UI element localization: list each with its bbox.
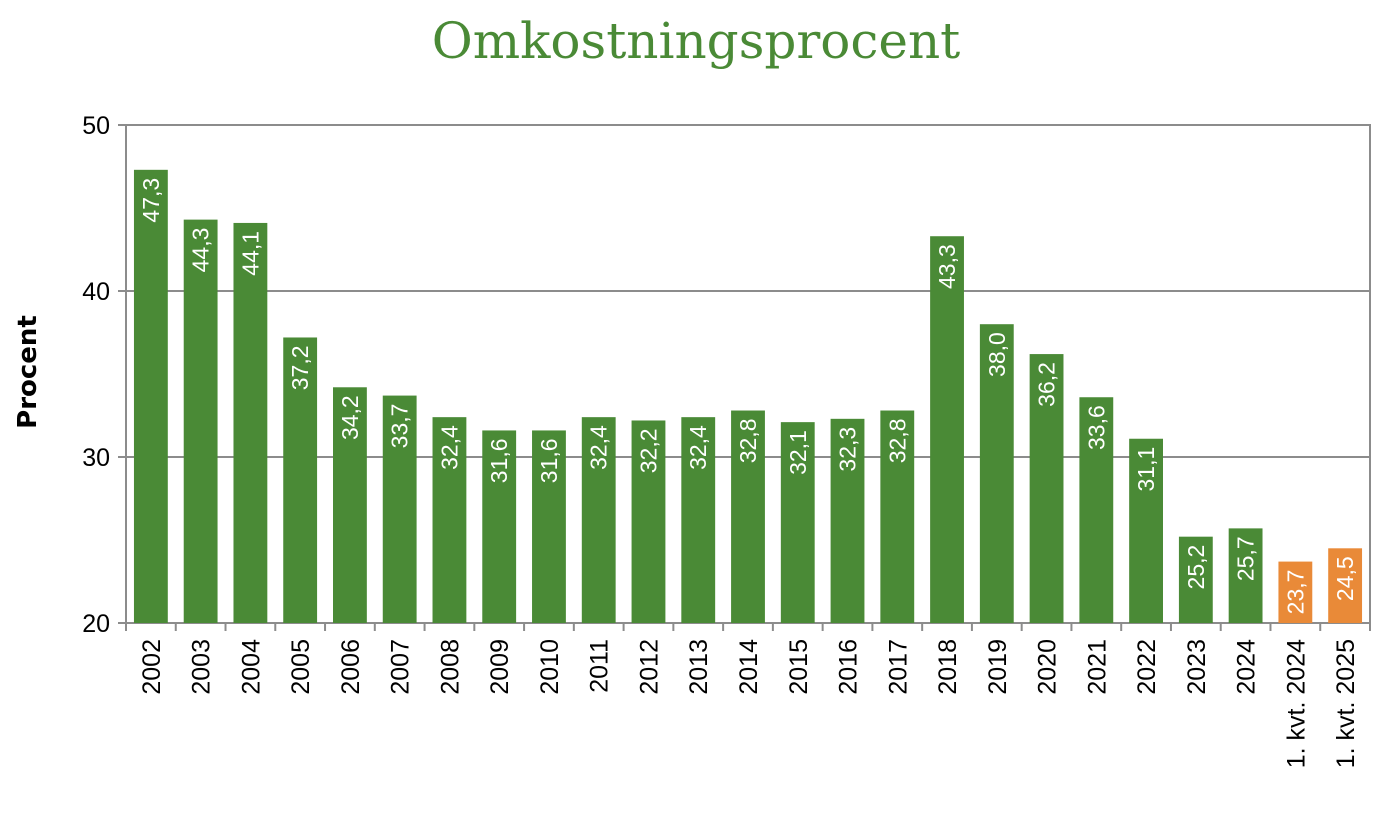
data-label: 33,7 [387,404,413,449]
y-axis-ticks: 20 30 40 50 [82,112,110,638]
bar-2018 [930,236,964,623]
bar-2004 [233,222,268,623]
data-label: 32,8 [735,419,761,464]
x-tick-label: 2014 [735,639,763,695]
x-tick-label: 2022 [1133,639,1161,695]
bar-2010 [532,430,566,623]
x-tick-label: 2010 [536,639,564,695]
bar-2013 [681,417,716,623]
y-tick-label: 50 [82,112,110,140]
x-tick-label: 2024 [1233,639,1261,695]
x-tick-label: 2011 [586,639,614,693]
x-tick-label: 1. kvt. 2025 [1332,639,1360,768]
x-tick-label: 1. kvt. 2024 [1282,639,1310,768]
data-label: 32,4 [436,425,462,470]
y-tick-label: 40 [82,278,110,306]
x-tick-label: 2016 [835,639,863,695]
bar-2003 [183,219,218,623]
bar-2023 [1178,536,1213,623]
x-tick-label: 2007 [387,639,415,695]
y-tick-label: 20 [82,610,110,638]
data-label: 32,3 [835,427,861,472]
x-tick-label: 2003 [188,639,216,695]
bars [133,169,1363,623]
data-label: 31,6 [486,438,512,483]
x-tick-label: 2009 [486,639,514,695]
bar-2014 [731,410,765,623]
bar-2005 [283,337,318,623]
data-label: 31,6 [536,438,562,483]
data-label: 32,4 [586,425,612,470]
x-tick-label: 2013 [685,639,713,695]
x-tick-label: 2017 [884,639,912,695]
bar-2008 [432,417,467,623]
data-label: 34,2 [337,395,363,440]
bar-2011 [581,417,616,623]
x-tick-label: 2019 [984,639,1012,695]
data-label: 31,1 [1133,447,1159,492]
data-label: 44,3 [188,228,214,273]
data-label: 25,2 [1183,545,1209,590]
bar-2020 [1029,354,1064,623]
x-tick-label: 2008 [436,639,464,695]
bar-2017 [880,410,915,623]
x-tick-label: 2004 [237,639,265,695]
bar-2007 [382,395,417,623]
bar-2022 [1129,438,1163,623]
chart-title: Omkostningsprocent [431,12,961,70]
data-label: 38,0 [984,332,1010,377]
y-tick-label: 30 [82,444,110,472]
data-label: 25,7 [1233,536,1259,581]
bar-2019 [979,324,1014,623]
x-tick-label: 2023 [1183,639,1211,695]
data-label: 44,1 [237,231,263,276]
x-tick-label: 2020 [1034,639,1062,695]
data-label: 37,2 [287,345,313,390]
data-label: 47,3 [138,178,164,223]
bar-2024 [1228,528,1263,623]
x-tick-label: 2015 [785,639,813,695]
data-label: 32,2 [635,428,661,473]
bar-2006 [333,387,367,623]
bar-2012 [631,420,666,623]
x-tick-label: 2012 [635,639,663,695]
x-axis-ticks: 2002 2003 2004 2005 2006 2007 2008 2009 2010 2011… [125,623,1371,768]
data-label: 32,4 [685,425,711,470]
data-label: 23,7 [1282,570,1308,615]
x-tick-label: 2005 [287,639,315,695]
data-labels: 47,3 44,3 44,1 37,2 34,2 33,7 32,4 31,6 31,6 32,4… [138,178,1358,615]
bar-1-kvt-2025 [1328,548,1363,623]
data-label: 36,2 [1034,362,1060,407]
data-label: 24,5 [1332,556,1358,601]
bar-2002 [133,169,168,623]
data-label: 32,8 [884,419,910,464]
x-tick-label: 2018 [934,639,962,695]
x-tick-label: 2006 [337,639,365,695]
x-tick-label: 2002 [138,639,166,695]
x-tick-label: 2021 [1083,639,1111,695]
bar-2016 [830,418,865,623]
bar-2015 [780,422,815,623]
bar-2009 [482,430,517,623]
data-label: 32,1 [785,430,811,475]
bar-2021 [1079,397,1114,623]
bar-1-kvt-2024 [1278,561,1313,623]
data-label: 33,6 [1083,405,1109,450]
data-label: 43,3 [934,244,960,289]
